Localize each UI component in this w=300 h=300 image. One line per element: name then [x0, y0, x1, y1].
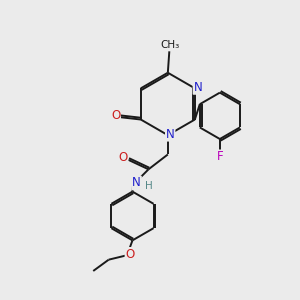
Text: F: F	[217, 150, 224, 163]
Text: O: O	[111, 109, 120, 122]
Text: O: O	[125, 248, 135, 261]
Text: CH₃: CH₃	[160, 40, 179, 50]
Text: N: N	[194, 81, 202, 94]
Text: O: O	[118, 151, 128, 164]
Text: N: N	[132, 176, 141, 190]
Text: H: H	[145, 181, 152, 191]
Text: N: N	[166, 128, 175, 141]
